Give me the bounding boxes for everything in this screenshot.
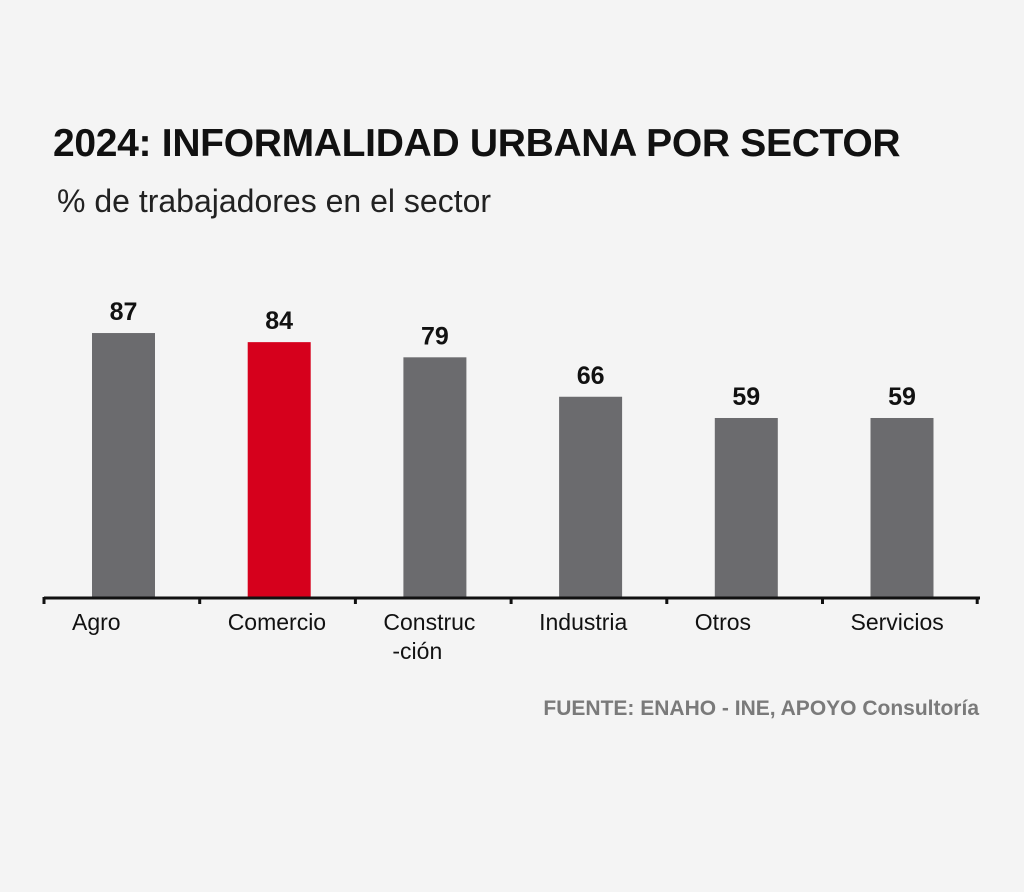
value-label-3: 66 — [577, 362, 605, 390]
chart-title: 2024: INFORMALIDAD URBANA POR SECTOR — [53, 122, 901, 165]
category-label-3: Industria — [539, 609, 627, 635]
bar-4 — [714, 417, 778, 597]
value-label-1: 84 — [265, 307, 293, 335]
category-label-1: Comercio — [228, 609, 326, 635]
value-label-2: 79 — [421, 322, 449, 350]
bar-3 — [559, 396, 623, 597]
value-label-0: 87 — [110, 298, 138, 326]
category-label-5: Servicios — [851, 609, 944, 635]
category-label-2: Construc -ción — [383, 609, 475, 664]
bar-5 — [870, 417, 934, 597]
bar-1 — [247, 342, 311, 597]
bar-0 — [92, 333, 155, 597]
source-note: FUENTE: ENAHO - INE, APOYO Consultoría — [543, 697, 979, 720]
value-label-5: 59 — [888, 383, 916, 411]
bar-2 — [403, 357, 467, 597]
chart-subtitle: % de trabajadores en el sector — [57, 183, 492, 219]
category-label-4: Otros — [695, 609, 751, 635]
category-label-0: Agro — [72, 609, 121, 635]
value-label-4: 59 — [732, 383, 760, 411]
